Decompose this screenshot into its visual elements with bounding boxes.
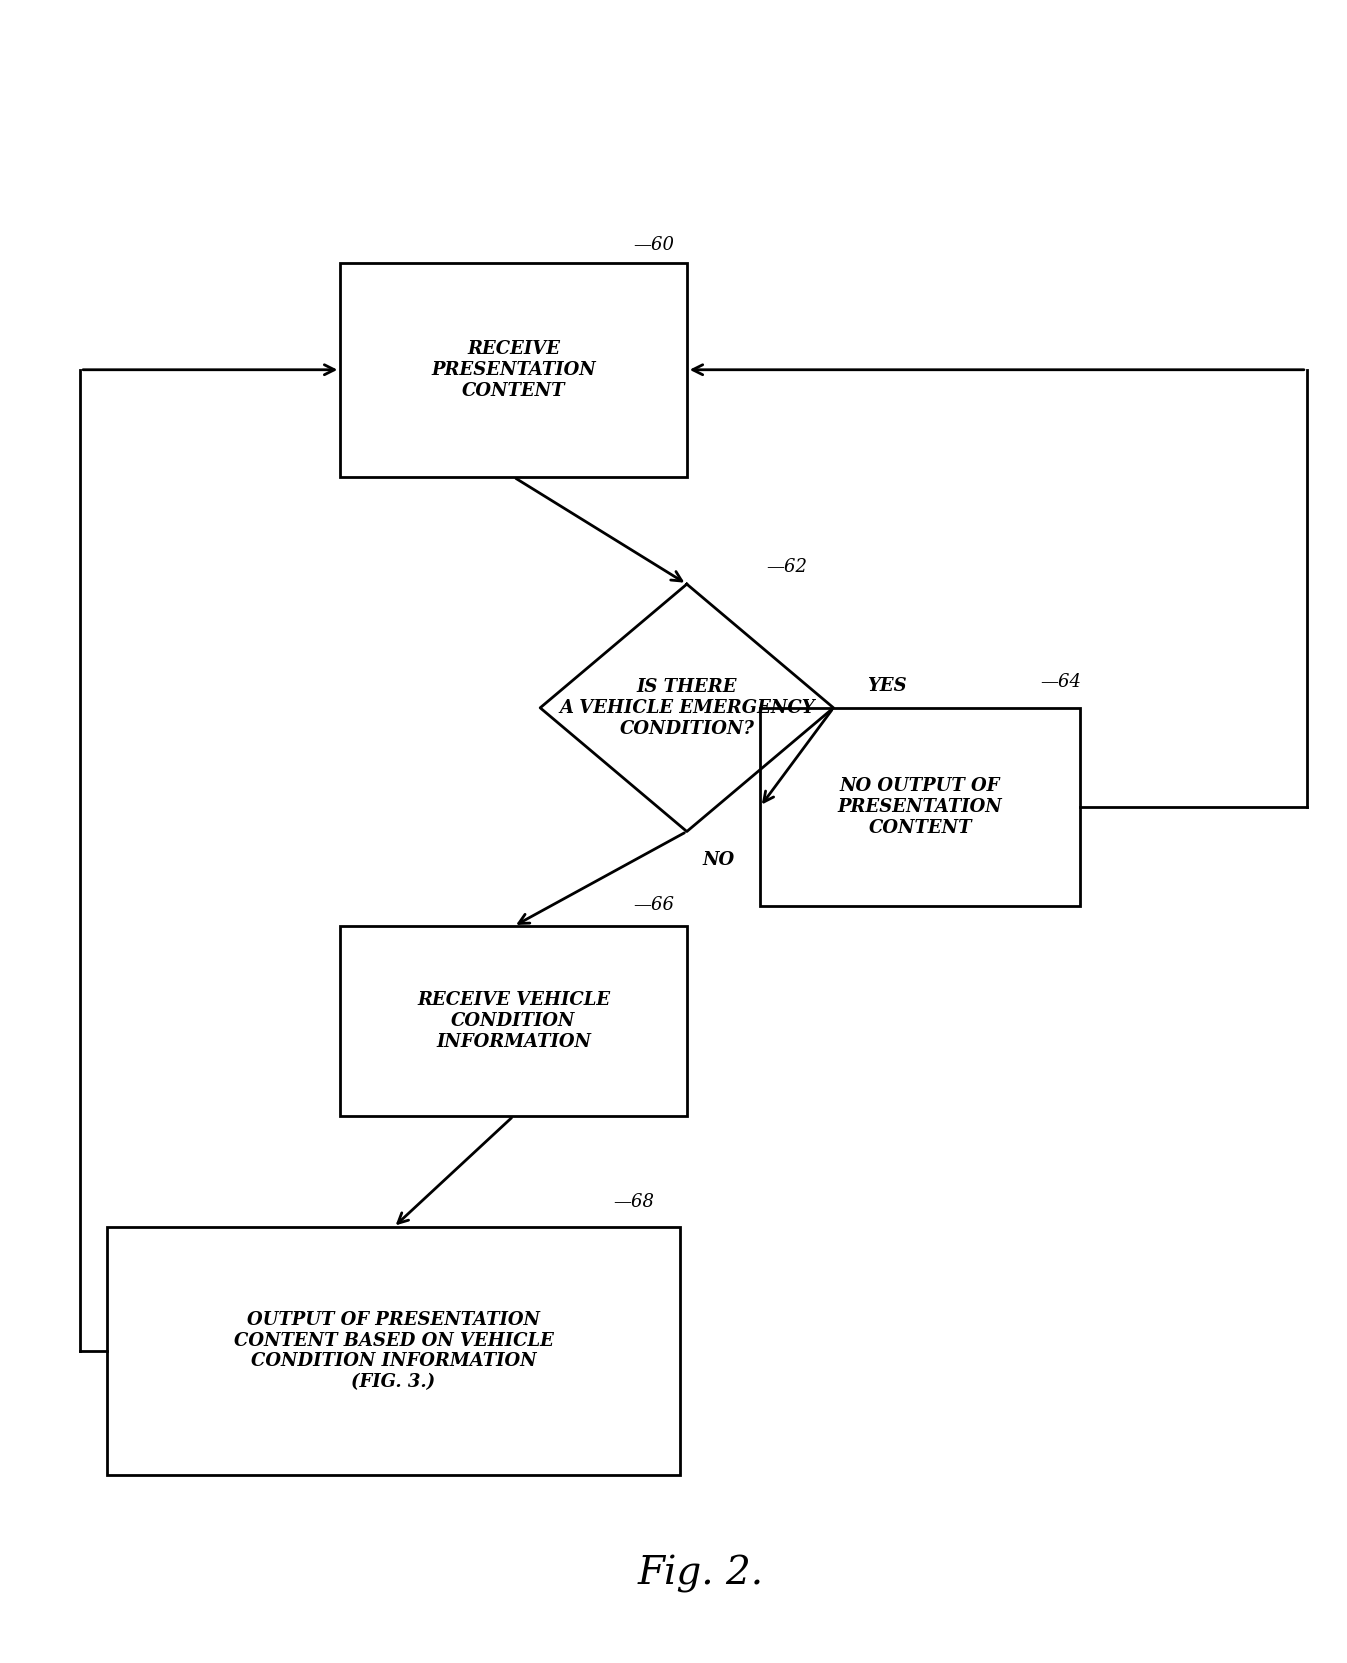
- Text: YES: YES: [867, 677, 907, 695]
- Text: —64: —64: [1040, 674, 1082, 692]
- Text: OUTPUT OF PRESENTATION
CONTENT BASED ON VEHICLE
CONDITION INFORMATION
(FIG. 3.): OUTPUT OF PRESENTATION CONTENT BASED ON …: [233, 1310, 554, 1392]
- Text: IS THERE
A VEHICLE EMERGENCY
CONDITION?: IS THERE A VEHICLE EMERGENCY CONDITION?: [559, 679, 815, 738]
- Text: —62: —62: [766, 557, 808, 575]
- Text: RECEIVE
PRESENTATION
CONTENT: RECEIVE PRESENTATION CONTENT: [431, 339, 595, 399]
- Text: —66: —66: [633, 896, 675, 915]
- Text: NO OUTPUT OF
PRESENTATION
CONTENT: NO OUTPUT OF PRESENTATION CONTENT: [838, 777, 1002, 836]
- FancyBboxPatch shape: [106, 1227, 680, 1475]
- Text: —60: —60: [633, 236, 675, 254]
- FancyBboxPatch shape: [760, 708, 1080, 906]
- Text: NO: NO: [703, 851, 735, 870]
- Text: Fig. 2.: Fig. 2.: [637, 1555, 764, 1593]
- FancyBboxPatch shape: [341, 263, 687, 477]
- Text: —68: —68: [613, 1192, 655, 1211]
- Polygon shape: [540, 584, 834, 832]
- Text: RECEIVE VEHICLE
CONDITION
INFORMATION: RECEIVE VEHICLE CONDITION INFORMATION: [418, 991, 610, 1051]
- FancyBboxPatch shape: [341, 926, 687, 1116]
